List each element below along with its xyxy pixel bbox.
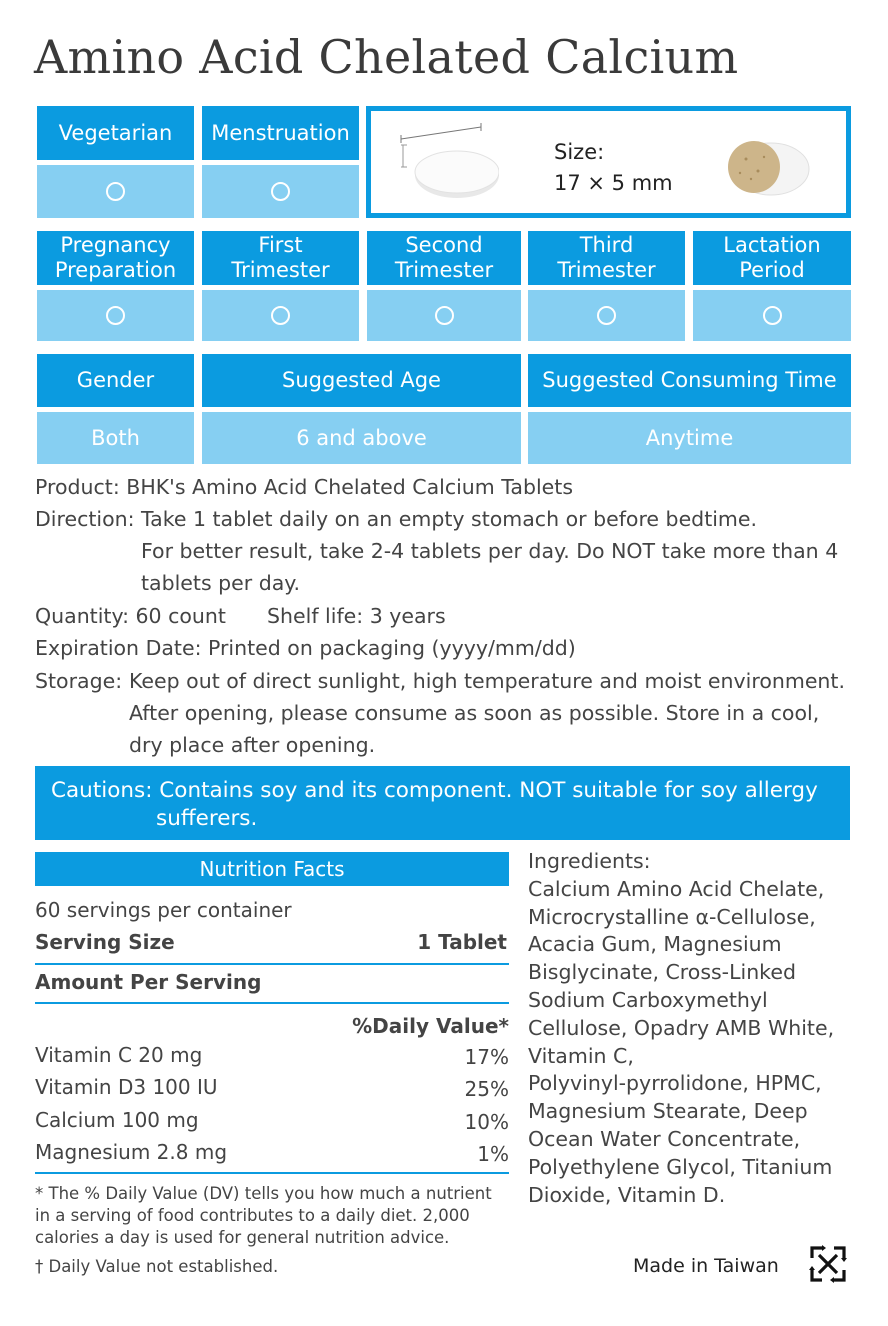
tablet-size: Size: 17 × 5 mm	[554, 140, 673, 195]
nutrient-dv: 10%	[464, 1110, 509, 1134]
serving-size-label: Serving Size	[35, 930, 175, 954]
storage-line-2: After opening, please consume as soon as…	[129, 701, 820, 725]
ingredient-line: Polyvinyl-pyrrolidone, HPMC,	[528, 1071, 822, 1096]
serving-size-value: 1 Tablet	[417, 930, 507, 954]
measure-line	[400, 123, 482, 143]
direction-line-1: Take 1 tablet daily on an empty stomach …	[141, 507, 758, 531]
ingredient-line: Polyethylene Glycol, Titanium	[528, 1154, 833, 1179]
caution-banner: Cautions: Contains soy and its component…	[35, 766, 850, 840]
tablet-size-box: Size: 17 × 5 mm	[366, 106, 851, 218]
storage-line-1: Keep out of direct sunlight, high temper…	[129, 669, 845, 693]
header-pregnancy-preparation: Pregnancy Preparation	[37, 231, 194, 285]
product-line: Product: BHK's Amino Acid Chelated Calci…	[35, 475, 574, 499]
value-second-trimester	[367, 290, 521, 341]
tablet-image	[401, 144, 499, 198]
daily-value-header: %Daily Value*	[352, 1014, 509, 1038]
circle-mark-icon	[597, 306, 616, 325]
direction-line-2: For better result, take 2-4 tablets per …	[141, 539, 839, 563]
nutrient-dv: 25%	[464, 1077, 509, 1101]
made-in-taiwan: Made in Taiwan	[633, 1255, 779, 1277]
nutrient-name: Vitamin D3 100 IU	[35, 1075, 218, 1099]
shelf-life: Shelf life: 3 years	[267, 604, 446, 628]
ingredient-line: Microcrystalline α-Cellulose,	[528, 904, 816, 929]
caution-line-1: Cautions: Contains soy and its component…	[51, 778, 818, 803]
divider	[35, 963, 509, 965]
expiration-date: Expiration Date: Printed on packaging (y…	[35, 636, 576, 660]
divider	[35, 1172, 509, 1174]
ingredient-line: Magnesium Stearate, Deep	[528, 1099, 808, 1124]
footnote-line-1: * The % Daily Value (DV) tells you how m…	[35, 1184, 492, 1203]
nutrient-name: Calcium 100 mg	[35, 1108, 199, 1132]
header-third-trimester: Third Trimester	[528, 231, 685, 285]
footnote-line-3: calories a day is used for general nutri…	[35, 1228, 450, 1247]
header-gender: Gender	[37, 354, 194, 407]
value-gender: Both	[37, 412, 194, 464]
servings-per-container: 60 servings per container	[35, 898, 292, 922]
direction-line-3: tablets per day.	[141, 571, 301, 595]
ingredient-line: Cellulose, Opadry AMB White,	[528, 1015, 835, 1040]
header-suggested-consuming-time: Suggested Consuming Time	[528, 354, 851, 407]
nutrient-name: Magnesium 2.8 mg	[35, 1140, 228, 1164]
ingredient-line: Ocean Water Concentrate,	[528, 1126, 801, 1151]
circle-mark-icon	[434, 306, 454, 325]
storage-line-3: dry place after opening.	[129, 733, 376, 757]
header-first-trimester: First Trimester	[202, 231, 359, 285]
direction-label: Direction:	[35, 507, 135, 531]
value-vegetarian	[37, 165, 194, 218]
nutrition-facts-header: Nutrition Facts	[35, 852, 509, 886]
value-lactation-period	[693, 290, 851, 341]
header-suggested-age: Suggested Age	[202, 354, 521, 407]
storage-label: Storage:	[35, 669, 123, 693]
ingredients-list: Ingredients: Calcium Amino Acid Chelate,…	[528, 848, 834, 1209]
circle-mark-icon	[271, 306, 290, 325]
circle-mark-icon	[762, 306, 782, 325]
footnote-line-2: in a serving of food contributes to a da…	[35, 1206, 470, 1225]
circle-mark-icon	[106, 306, 125, 325]
value-third-trimester	[528, 290, 685, 341]
header-menstruation: Menstruation	[202, 106, 359, 160]
value-first-trimester	[202, 290, 359, 341]
amount-per-serving: Amount Per Serving	[35, 970, 262, 994]
circle-mark-icon	[106, 182, 125, 201]
ingredient-line: Sodium Carboxymethyl	[528, 987, 768, 1012]
ingredients-label: Ingredients:	[528, 849, 651, 873]
circle-mark-icon	[271, 182, 290, 201]
ingredient-line: Acacia Gum, Magnesium	[528, 932, 782, 957]
caution-line-2: sufferers.	[156, 806, 258, 831]
ingredient-line: Bisglycinate, Cross-Linked	[528, 960, 796, 985]
value-suggested-age: 6 and above	[202, 412, 521, 464]
quantity: Quantity: 60 count	[35, 604, 226, 628]
ingredient-line: Calcium Amino Acid Chelate,	[528, 876, 825, 901]
nutrient-dv: 1%	[477, 1142, 509, 1166]
nutrient-name: Vitamin C 20 mg	[35, 1043, 203, 1067]
page-title: Amino Acid Chelated Calcium	[34, 30, 739, 84]
recycle-icon	[809, 1245, 847, 1283]
dagger-note: † Daily Value not established.	[35, 1257, 279, 1276]
nutrient-dv: 17%	[464, 1045, 509, 1069]
ingredient-line: Vitamin C,	[528, 1043, 634, 1068]
header-second-trimester: Second Trimester	[367, 231, 521, 285]
value-pregnancy-preparation	[37, 290, 194, 341]
header-vegetarian: Vegetarian	[37, 106, 194, 160]
ingredient-line: Dioxide, Vitamin D.	[528, 1182, 726, 1207]
value-menstruation	[202, 165, 359, 218]
tablet-cross-section-image	[728, 141, 810, 196]
header-lactation-period: Lactation Period	[693, 231, 851, 285]
value-suggested-consuming-time: Anytime	[528, 412, 851, 464]
divider	[35, 1002, 509, 1004]
